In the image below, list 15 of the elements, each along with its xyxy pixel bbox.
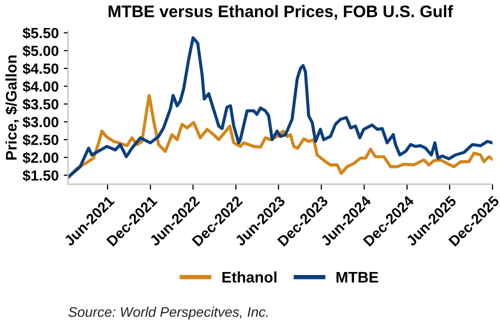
legend-label: Ethanol bbox=[222, 271, 276, 283]
y-tick-label: $4.00 bbox=[22, 80, 58, 93]
y-axis-title: Price, $/Gallon bbox=[5, 55, 19, 160]
chart-title: MTBE versus Ethanol Prices, FOB U.S. Gulf bbox=[108, 5, 454, 20]
y-tick-label: $2.50 bbox=[22, 134, 58, 146]
source-note: Source: World Perspecitves, Inc. bbox=[68, 306, 268, 320]
y-tick-label: $3.00 bbox=[22, 116, 58, 128]
y-tick-label: $3.50 bbox=[22, 98, 58, 110]
y-tick-label: $5.50 bbox=[22, 27, 58, 40]
y-tick-label: $1.50 bbox=[22, 170, 58, 182]
y-tick-label: $4.50 bbox=[22, 62, 58, 75]
y-tick-label: $2.00 bbox=[22, 152, 58, 164]
line-series bbox=[68, 36, 492, 179]
legend-label: MTBE bbox=[336, 272, 378, 282]
y-tick-label: $5.00 bbox=[22, 45, 58, 57]
